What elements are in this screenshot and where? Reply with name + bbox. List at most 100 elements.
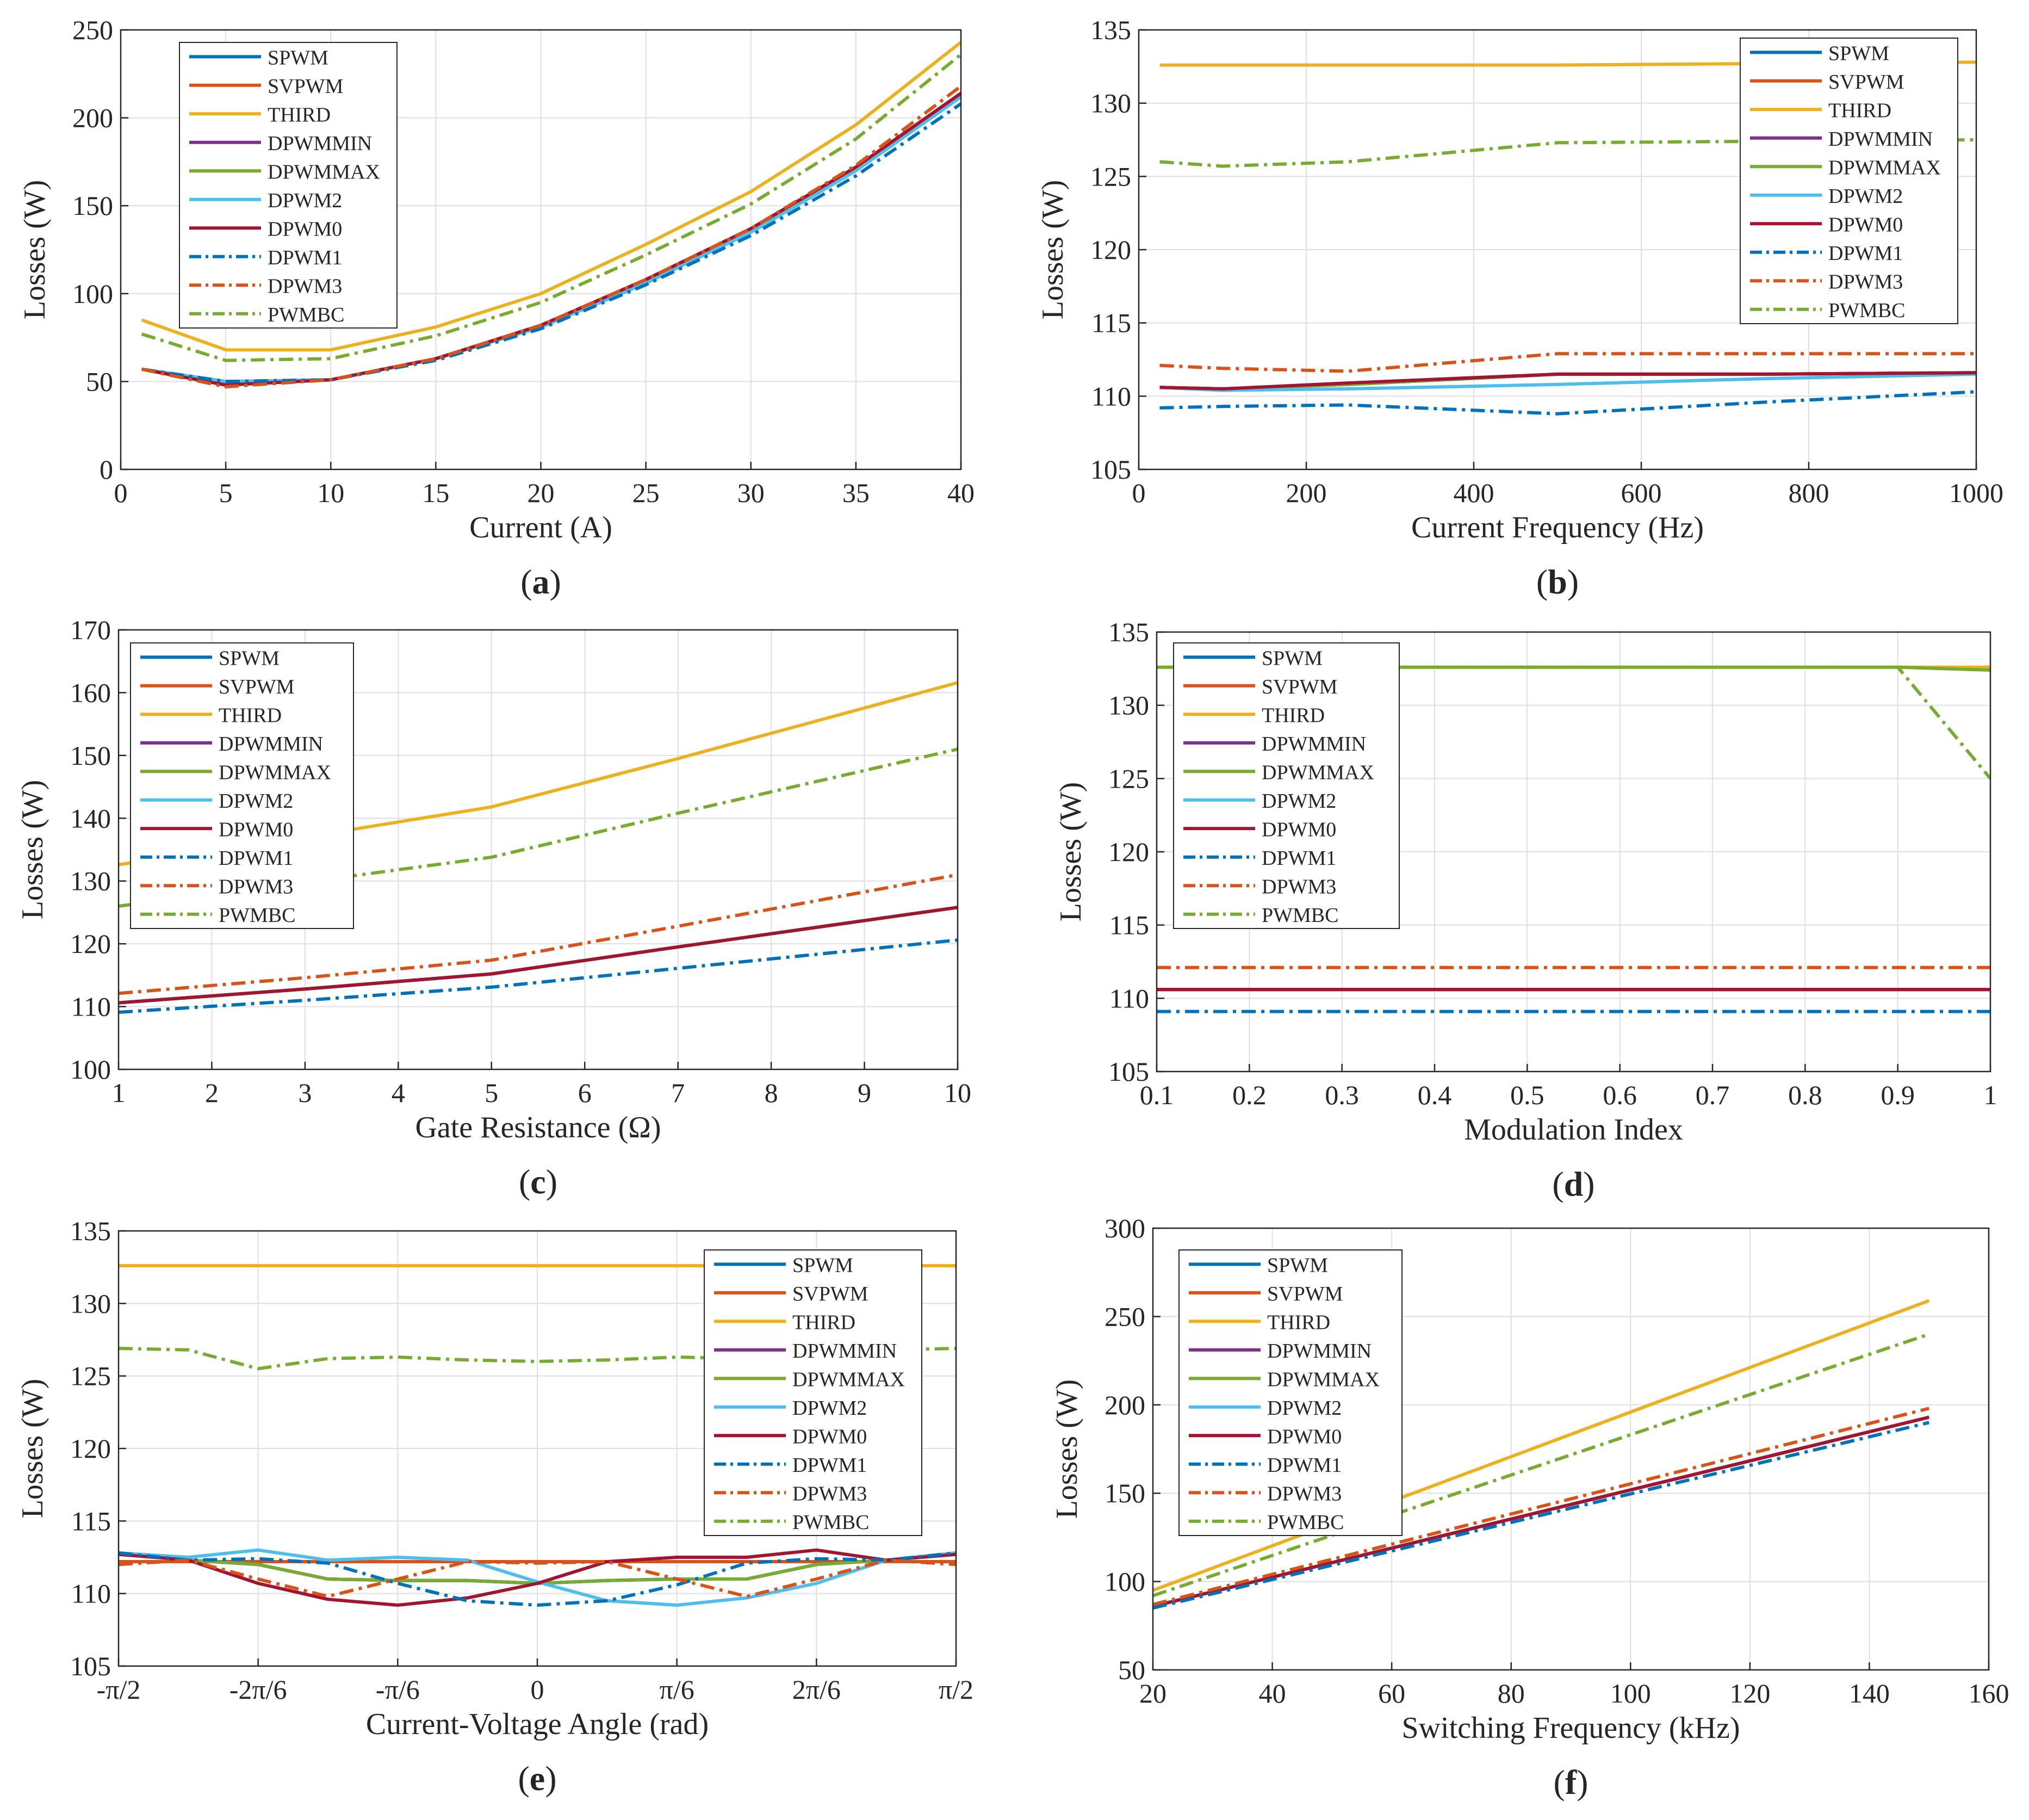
x-axis-label: Current (A)	[469, 511, 612, 544]
series-line-dpwm0	[1153, 1415, 1929, 1608]
y-axis-label: Losses (W)	[16, 780, 49, 920]
legend-box	[130, 642, 354, 929]
series-line-third	[1153, 1299, 1930, 1592]
chart-panel-a: 0 5 10 15 20 25 30 35 40 0 50 100 150 200 250 Current (…	[18, 15, 975, 601]
series-group	[1153, 1299, 1930, 1610]
panel-label: (e)	[518, 1759, 556, 1798]
axes-frame	[1152, 1227, 1990, 1671]
x-tick-label: 8	[765, 1078, 778, 1108]
series-line-dpwm3	[119, 1558, 956, 1598]
x-tick-label: 400	[1454, 478, 1494, 508]
x-tick-label: 60	[1378, 1678, 1405, 1708]
series-line-dpwm1	[141, 102, 961, 383]
x-tick-label: 20	[528, 478, 555, 508]
x-tick-label: 800	[1789, 478, 1829, 508]
y-axis-label: Losses (W)	[1050, 1379, 1084, 1519]
y-tick-label: 100	[1105, 1567, 1145, 1597]
series-line-pwmbc	[119, 1347, 956, 1371]
y-tick-label: 125	[1108, 763, 1149, 794]
legend-label-spwm: SPWM	[792, 1254, 853, 1277]
series-line-pwmbc	[141, 53, 961, 362]
y-tick-label: 125	[1090, 161, 1131, 191]
legend-label-dpwm3: DPWM3	[792, 1482, 867, 1505]
x-tick-label: 5	[219, 478, 233, 508]
series-line-dpwm1	[119, 1551, 956, 1607]
legend-label-pwmbc: PWMBC	[268, 304, 344, 326]
x-tick-label: 100	[1610, 1678, 1651, 1708]
y-tick-label: 120	[1108, 837, 1149, 867]
x-tick-label: -π/6	[376, 1674, 420, 1705]
y-tick-label: 120	[70, 1433, 111, 1464]
legend: SPWM SVPWM THIRD DPWMMIN DPWMMAX DPWM2 DPWM0 DP…	[130, 642, 354, 929]
y-tick-label: 135	[1108, 617, 1149, 647]
legend-label-svpwm: SVPWM	[1262, 676, 1337, 698]
legend-label-dpwmmin: DPWMMIN	[268, 132, 372, 155]
y-tick-label: 115	[1109, 910, 1149, 940]
legend-label-svpwm: SVPWM	[219, 676, 294, 698]
series-line-dpwm1	[119, 938, 958, 1014]
x-tick-label: 0.6	[1603, 1080, 1637, 1110]
axes-frame	[117, 629, 959, 1070]
x-tick-label: 0	[531, 1674, 544, 1705]
chart-panel-c: 1 2 3 4 5 6 7 8 9 10 100 110 120 130 140 150 160 170 Gate …	[16, 615, 971, 1201]
x-tick-label: 0.9	[1881, 1080, 1915, 1110]
y-tick-label: 120	[1090, 234, 1131, 265]
y-tick-label: 130	[70, 1288, 111, 1318]
y-tick-label: 110	[1091, 381, 1131, 411]
legend-label-dpwm2: DPWM2	[268, 189, 342, 212]
legend-label-dpwm2: DPWM2	[1262, 790, 1336, 813]
y-tick-label: 110	[1109, 983, 1149, 1013]
y-tick-label: 105	[1108, 1056, 1149, 1087]
series-line-pwmbc	[1153, 1333, 1930, 1598]
x-axis-label: Gate Resistance (Ω)	[415, 1111, 661, 1144]
legend-box	[1178, 1249, 1403, 1536]
legend-label-dpwm1: DPWM1	[792, 1454, 867, 1477]
legend-label-spwm: SPWM	[1262, 647, 1323, 670]
y-axis-label: Losses (W)	[1054, 782, 1088, 922]
legend-label-dpwm3: DPWM3	[1267, 1482, 1342, 1505]
legend-label-dpwm1: DPWM1	[1828, 242, 1903, 265]
series-line-dpwm0	[119, 1548, 956, 1607]
y-tick-label: 140	[70, 803, 111, 833]
legend-label-pwmbc: PWMBC	[1267, 1511, 1344, 1534]
legend-label-dpwmmax: DPWMMAX	[792, 1368, 905, 1391]
legend-label-dpwm0: DPWM0	[792, 1425, 867, 1448]
legend-label-dpwmmax: DPWMMAX	[268, 160, 380, 183]
x-axis-label: Current-Voltage Angle (rad)	[366, 1707, 709, 1741]
y-tick-label: 250	[1105, 1301, 1145, 1332]
legend-label-svpwm: SVPWM	[1828, 71, 1904, 94]
legend-label-dpwmmin: DPWMMIN	[1828, 128, 1933, 151]
x-tick-label: 160	[1969, 1678, 2009, 1708]
x-tick-label: 1	[1984, 1080, 1997, 1110]
x-tick-label: -π/2	[97, 1674, 141, 1705]
panel-label: (a)	[520, 562, 561, 601]
legend-label-pwmbc: PWMBC	[792, 1511, 869, 1534]
legend-label-dpwmmin: DPWMMIN	[1267, 1340, 1372, 1363]
x-tick-label: 7	[671, 1078, 685, 1108]
legend-label-dpwm2: DPWM2	[792, 1397, 867, 1420]
legend-label-third: THIRD	[792, 1311, 855, 1334]
legend-label-dpwm0: DPWM0	[268, 218, 342, 240]
legend-label-dpwm1: DPWM1	[1267, 1454, 1342, 1477]
series-group	[141, 41, 961, 389]
legend-label-spwm: SPWM	[268, 46, 328, 69]
legend-label-dpwmmax: DPWMMAX	[1262, 761, 1374, 784]
legend-label-dpwm1: DPWM1	[1262, 847, 1336, 870]
legend-label-dpwmmin: DPWMMIN	[1262, 733, 1366, 756]
x-tick-label: 0.4	[1418, 1080, 1452, 1110]
y-tick-label: 160	[70, 677, 111, 708]
y-tick-label: 120	[70, 928, 111, 959]
legend-label-svpwm: SVPWM	[1267, 1283, 1343, 1305]
x-tick-label: 2	[205, 1078, 219, 1108]
x-tick-label: 0.8	[1788, 1080, 1822, 1110]
y-axis-label: Losses (W)	[1036, 180, 1070, 320]
y-tick-label: 200	[1105, 1390, 1145, 1420]
y-axis-label: Losses (W)	[16, 1379, 49, 1519]
y-tick-label: 110	[71, 992, 111, 1022]
y-tick-label: 130	[1090, 88, 1131, 119]
y-tick-label: 115	[71, 1506, 111, 1536]
y-tick-label: 150	[1105, 1478, 1145, 1508]
x-tick-label: π/6	[660, 1674, 694, 1705]
legend-label-dpwm2: DPWM2	[219, 790, 293, 813]
